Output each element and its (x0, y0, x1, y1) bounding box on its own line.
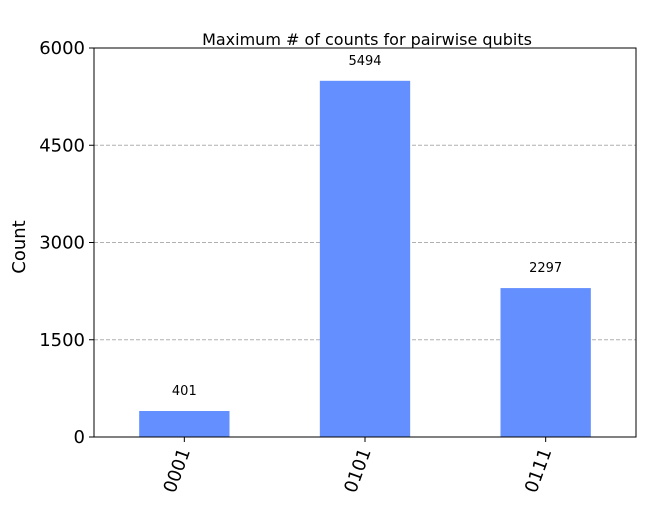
y-axis-label: Count (9, 220, 30, 273)
x-tick-label: 0001 (160, 446, 195, 496)
bars (139, 80, 591, 437)
y-tick-label: 3000 (39, 233, 85, 254)
y-tick-label: 0 (74, 427, 85, 448)
bar-value-labels: 401 5494 2297 (172, 54, 562, 399)
bar-0111 (500, 288, 591, 437)
bar-0101 (319, 80, 411, 437)
x-tick-label: 0111 (521, 446, 556, 496)
x-tick-label: 0101 (340, 446, 375, 496)
plot-frame (93, 47, 637, 438)
y-tick-label: 4500 (39, 135, 85, 156)
y-tick-label: 6000 (39, 38, 85, 59)
bar-0001 (139, 411, 230, 437)
y-tick-label: 1500 (39, 330, 85, 351)
chart-title: Maximum # of counts for pairwise qubits (202, 30, 532, 49)
bar-value-label: 2297 (529, 261, 562, 276)
bar-value-label: 5494 (348, 54, 381, 69)
bar-value-label: 401 (172, 384, 197, 399)
